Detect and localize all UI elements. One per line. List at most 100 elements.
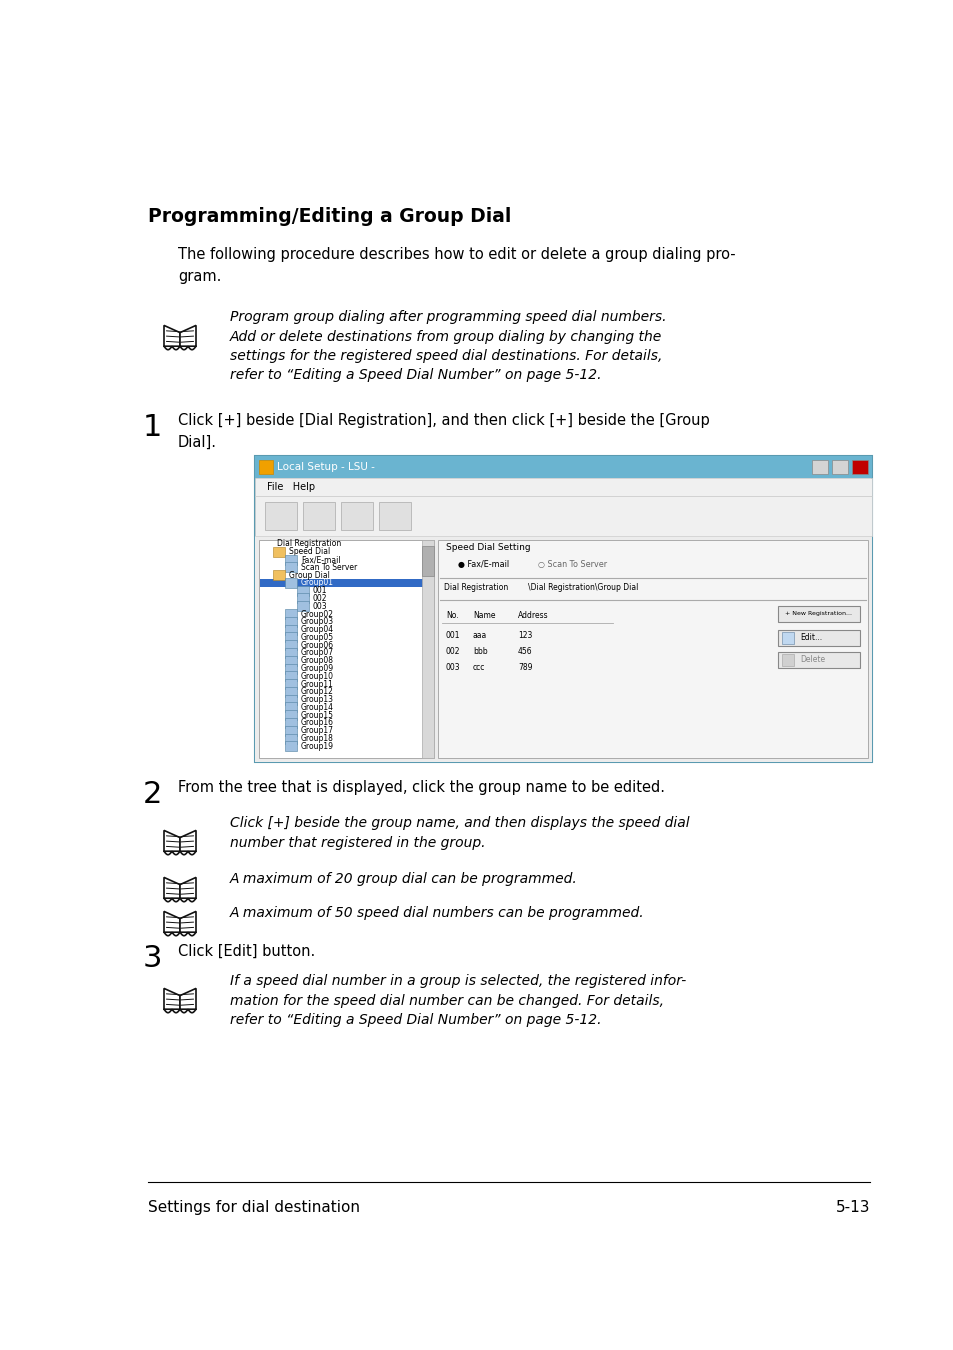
Text: ccc: ccc — [473, 663, 485, 671]
Text: Edit...: Edit... — [800, 633, 821, 643]
Text: Group16: Group16 — [301, 718, 334, 728]
FancyBboxPatch shape — [778, 630, 859, 647]
FancyBboxPatch shape — [296, 586, 309, 595]
Text: A maximum of 50 speed dial numbers can be programmed.: A maximum of 50 speed dial numbers can b… — [230, 906, 644, 919]
FancyBboxPatch shape — [296, 594, 309, 603]
Text: Group03: Group03 — [301, 617, 334, 626]
Polygon shape — [164, 988, 180, 1010]
Text: Name: Name — [473, 610, 495, 620]
Text: Dial Registration: Dial Registration — [276, 540, 341, 548]
FancyBboxPatch shape — [254, 495, 871, 536]
FancyBboxPatch shape — [340, 502, 373, 531]
Polygon shape — [164, 911, 180, 933]
Text: aaa: aaa — [473, 630, 487, 640]
Text: Local Setup - LSU -: Local Setup - LSU - — [276, 462, 375, 472]
Text: File   Help: File Help — [267, 482, 314, 491]
FancyBboxPatch shape — [258, 540, 434, 757]
FancyBboxPatch shape — [831, 460, 847, 474]
Text: ● Fax/E-mail: ● Fax/E-mail — [457, 559, 509, 568]
Text: + New Registration...: + New Registration... — [784, 612, 852, 617]
Text: No.: No. — [446, 610, 458, 620]
Text: 3: 3 — [143, 944, 162, 973]
FancyBboxPatch shape — [811, 460, 827, 474]
Text: Speed Dial Setting: Speed Dial Setting — [446, 544, 530, 552]
Text: 2: 2 — [143, 780, 162, 809]
Text: 5-13: 5-13 — [835, 1200, 869, 1215]
FancyBboxPatch shape — [273, 570, 285, 580]
Polygon shape — [164, 878, 180, 898]
Text: Group02: Group02 — [301, 610, 334, 618]
Text: Address: Address — [517, 610, 548, 620]
Text: Group08: Group08 — [301, 656, 334, 666]
Polygon shape — [180, 830, 195, 852]
FancyBboxPatch shape — [851, 460, 867, 474]
Text: 456: 456 — [517, 647, 532, 656]
Text: Group06: Group06 — [301, 641, 334, 649]
FancyBboxPatch shape — [254, 456, 871, 478]
Text: The following procedure describes how to edit or delete a group dialing pro-
gra: The following procedure describes how to… — [178, 247, 735, 284]
Text: \Dial Registration\Group Dial: \Dial Registration\Group Dial — [527, 583, 638, 593]
FancyBboxPatch shape — [285, 695, 296, 705]
FancyBboxPatch shape — [254, 478, 871, 495]
Text: Group14: Group14 — [301, 703, 334, 711]
Text: Click [Edit] button.: Click [Edit] button. — [178, 944, 314, 958]
Text: Speed Dial: Speed Dial — [289, 547, 330, 556]
FancyBboxPatch shape — [285, 555, 296, 564]
FancyBboxPatch shape — [778, 652, 859, 668]
FancyBboxPatch shape — [421, 545, 434, 576]
FancyBboxPatch shape — [285, 617, 296, 626]
Text: Group09: Group09 — [301, 664, 334, 674]
FancyBboxPatch shape — [285, 679, 296, 688]
Text: Click [+] beside [Dial Registration], and then click [+] beside the [Group
Dial]: Click [+] beside [Dial Registration], an… — [178, 413, 709, 450]
FancyBboxPatch shape — [285, 663, 296, 674]
Text: Group10: Group10 — [301, 672, 334, 680]
Text: 002: 002 — [313, 594, 327, 603]
FancyBboxPatch shape — [781, 653, 793, 666]
Text: 789: 789 — [517, 663, 532, 671]
FancyBboxPatch shape — [273, 547, 285, 556]
Text: Group05: Group05 — [301, 633, 334, 641]
Polygon shape — [180, 878, 195, 898]
Text: Group04: Group04 — [301, 625, 334, 634]
Text: Group12: Group12 — [301, 687, 334, 697]
FancyBboxPatch shape — [285, 609, 296, 620]
Text: Group07: Group07 — [301, 648, 334, 657]
Polygon shape — [180, 325, 195, 346]
FancyBboxPatch shape — [258, 460, 273, 474]
FancyBboxPatch shape — [285, 726, 296, 736]
Text: From the tree that is displayed, click the group name to be edited.: From the tree that is displayed, click t… — [178, 780, 664, 795]
FancyBboxPatch shape — [254, 456, 871, 761]
FancyBboxPatch shape — [285, 687, 296, 697]
FancyBboxPatch shape — [421, 540, 434, 757]
Text: 1: 1 — [143, 413, 162, 441]
FancyBboxPatch shape — [285, 718, 296, 728]
FancyBboxPatch shape — [285, 733, 296, 744]
FancyBboxPatch shape — [285, 710, 296, 720]
Text: bbb: bbb — [473, 647, 487, 656]
FancyBboxPatch shape — [285, 578, 296, 587]
FancyBboxPatch shape — [285, 648, 296, 657]
Text: Programming/Editing a Group Dial: Programming/Editing a Group Dial — [148, 207, 511, 225]
FancyBboxPatch shape — [285, 702, 296, 713]
FancyBboxPatch shape — [254, 536, 871, 761]
Text: Fax/E-mail: Fax/E-mail — [301, 555, 340, 564]
FancyBboxPatch shape — [285, 640, 296, 651]
Text: Group13: Group13 — [301, 695, 334, 705]
FancyBboxPatch shape — [260, 579, 433, 587]
FancyBboxPatch shape — [378, 502, 411, 531]
Text: Settings for dial destination: Settings for dial destination — [148, 1200, 359, 1215]
FancyBboxPatch shape — [781, 632, 793, 644]
Polygon shape — [164, 325, 180, 346]
Text: Group Dial: Group Dial — [289, 571, 330, 579]
FancyBboxPatch shape — [437, 540, 867, 757]
FancyBboxPatch shape — [285, 632, 296, 643]
FancyBboxPatch shape — [265, 502, 296, 531]
Polygon shape — [164, 830, 180, 852]
Polygon shape — [180, 988, 195, 1010]
FancyBboxPatch shape — [778, 606, 859, 622]
FancyBboxPatch shape — [285, 671, 296, 682]
Text: 002: 002 — [446, 647, 460, 656]
Text: 123: 123 — [517, 630, 532, 640]
Text: Group15: Group15 — [301, 710, 334, 720]
FancyBboxPatch shape — [285, 563, 296, 572]
